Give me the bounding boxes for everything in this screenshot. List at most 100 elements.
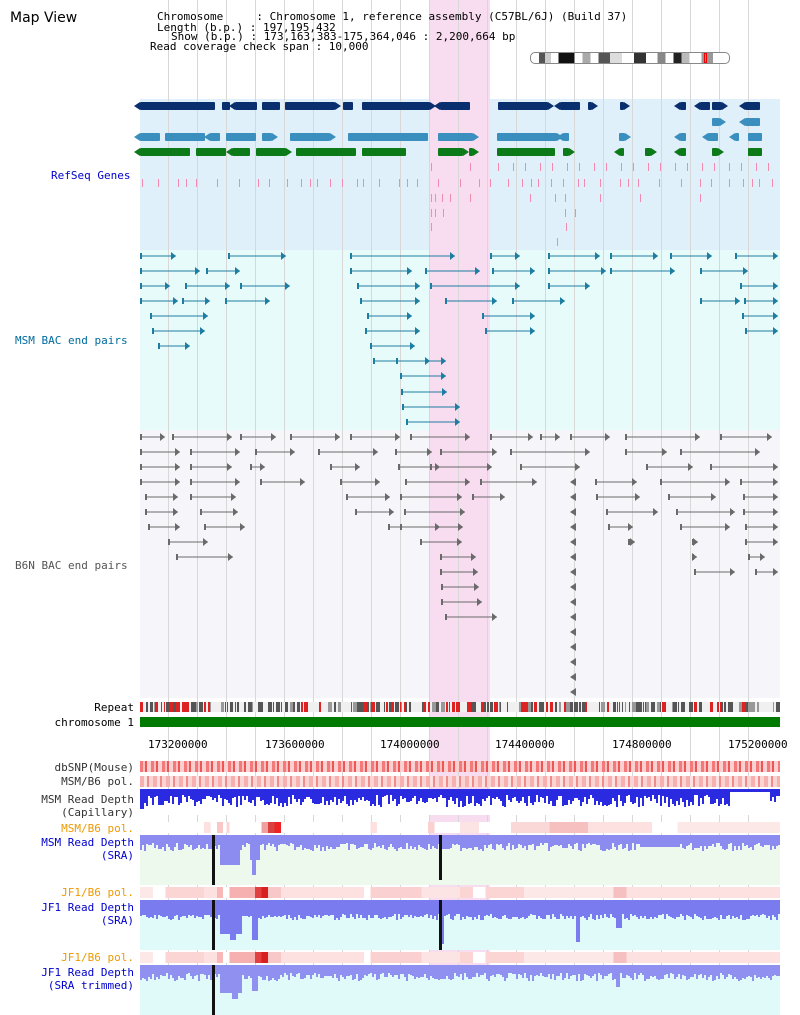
repeat-element[interactable] <box>285 702 288 712</box>
repeat-element[interactable] <box>678 702 679 712</box>
repeat-element[interactable] <box>293 702 295 712</box>
repeat-element[interactable] <box>724 702 726 712</box>
repeat-element[interactable] <box>672 702 673 712</box>
repeat-element[interactable] <box>542 702 544 712</box>
jf1-depth-trimmed-track[interactable] <box>140 965 780 1015</box>
msm-b6-pol-track-1[interactable] <box>140 776 780 787</box>
repeat-element[interactable] <box>244 702 246 712</box>
repeat-element[interactable] <box>499 702 500 712</box>
repeat-element[interactable] <box>564 702 566 712</box>
repeat-element[interactable] <box>301 702 303 712</box>
repeat-element[interactable] <box>173 702 176 712</box>
repeat-element[interactable] <box>370 702 371 712</box>
repeat-element[interactable] <box>619 702 620 712</box>
repeat-element[interactable] <box>607 702 609 712</box>
repeat-element[interactable] <box>262 702 263 712</box>
repeat-element[interactable] <box>290 702 293 712</box>
repeat-element[interactable] <box>681 702 685 712</box>
repeat-element[interactable] <box>235 702 236 712</box>
repeat-element[interactable] <box>729 702 730 712</box>
repeat-element[interactable] <box>404 702 405 712</box>
repeat-element[interactable] <box>248 702 252 712</box>
repeat-element[interactable] <box>481 702 484 712</box>
repeat-element[interactable] <box>497 702 498 712</box>
repeat-element[interactable] <box>625 702 626 712</box>
repeat-element[interactable] <box>582 702 585 712</box>
repeat-element[interactable] <box>210 702 211 712</box>
ideogram-position-marker[interactable] <box>704 53 707 63</box>
repeat-element[interactable] <box>728 702 729 712</box>
repeat-element[interactable] <box>494 702 497 712</box>
repeat-element[interactable] <box>334 702 336 712</box>
repeat-element[interactable] <box>328 702 332 712</box>
msm-depth-sra-track[interactable] <box>140 835 780 885</box>
repeat-element[interactable] <box>637 702 641 712</box>
repeat-element[interactable] <box>757 702 759 712</box>
repeat-element[interactable] <box>471 702 475 712</box>
repeat-element[interactable] <box>721 702 722 712</box>
repeat-element[interactable] <box>720 702 721 712</box>
repeat-element[interactable] <box>534 702 537 712</box>
repeat-element[interactable] <box>270 702 272 712</box>
repeat-element[interactable] <box>281 702 282 712</box>
repeat-element[interactable] <box>191 702 194 712</box>
repeat-element[interactable] <box>338 702 341 712</box>
repeat-element[interactable] <box>484 702 486 712</box>
repeat-element[interactable] <box>532 702 533 712</box>
repeat-element[interactable] <box>467 702 471 712</box>
repeat-element[interactable] <box>432 702 436 712</box>
repeat-element[interactable] <box>395 702 399 712</box>
repeat-element[interactable] <box>540 702 541 712</box>
repeat-element[interactable] <box>273 702 274 712</box>
repeat-element[interactable] <box>742 702 746 712</box>
repeat-element[interactable] <box>391 702 394 712</box>
msm-depth-capillary-track[interactable] <box>140 789 780 815</box>
repeat-element[interactable] <box>227 702 228 712</box>
repeat-element[interactable] <box>389 702 391 712</box>
repeat-element[interactable] <box>360 702 363 712</box>
repeat-element[interactable] <box>528 702 531 712</box>
repeat-element[interactable] <box>142 702 143 712</box>
repeat-element[interactable] <box>776 702 780 712</box>
repeat-element[interactable] <box>613 702 616 712</box>
repeat-element[interactable] <box>699 702 702 712</box>
repeat-element[interactable] <box>164 702 165 712</box>
repeat-element[interactable] <box>646 702 649 712</box>
repeat-element[interactable] <box>539 702 540 712</box>
repeat-element[interactable] <box>194 702 196 712</box>
repeat-element[interactable] <box>643 702 644 712</box>
repeat-element[interactable] <box>384 702 385 712</box>
repeat-element[interactable] <box>660 702 661 712</box>
repeat-element[interactable] <box>657 702 660 712</box>
repeat-element[interactable] <box>221 702 224 712</box>
repeat-element[interactable] <box>555 702 557 712</box>
repeat-element[interactable] <box>748 702 751 712</box>
repeat-element[interactable] <box>636 702 637 712</box>
repeat-element[interactable] <box>475 702 476 712</box>
repeat-element[interactable] <box>673 702 677 712</box>
repeat-element[interactable] <box>400 702 401 712</box>
repeat-element[interactable] <box>773 702 774 712</box>
repeat-track[interactable] <box>140 702 780 712</box>
repeat-element[interactable] <box>169 702 173 712</box>
repeat-element[interactable] <box>456 702 459 712</box>
repeat-element[interactable] <box>579 702 581 712</box>
repeat-element[interactable] <box>276 702 277 712</box>
repeat-element[interactable] <box>140 702 142 712</box>
repeat-element[interactable] <box>376 702 380 712</box>
repeat-element[interactable] <box>268 702 270 712</box>
repeat-element[interactable] <box>519 702 521 712</box>
repeat-element[interactable] <box>559 702 561 712</box>
repeat-element[interactable] <box>541 702 542 712</box>
dbsnp-track[interactable] <box>140 761 780 772</box>
repeat-element[interactable] <box>601 702 605 712</box>
repeat-element[interactable] <box>730 702 733 712</box>
repeat-element[interactable] <box>258 702 262 712</box>
jf1-b6-pol-track-2[interactable] <box>140 952 780 963</box>
repeat-element[interactable] <box>441 702 445 712</box>
repeat-element[interactable] <box>161 702 162 712</box>
repeat-element[interactable] <box>428 702 430 712</box>
repeat-element[interactable] <box>371 702 375 712</box>
repeat-element[interactable] <box>252 702 253 712</box>
repeat-element[interactable] <box>204 702 206 712</box>
